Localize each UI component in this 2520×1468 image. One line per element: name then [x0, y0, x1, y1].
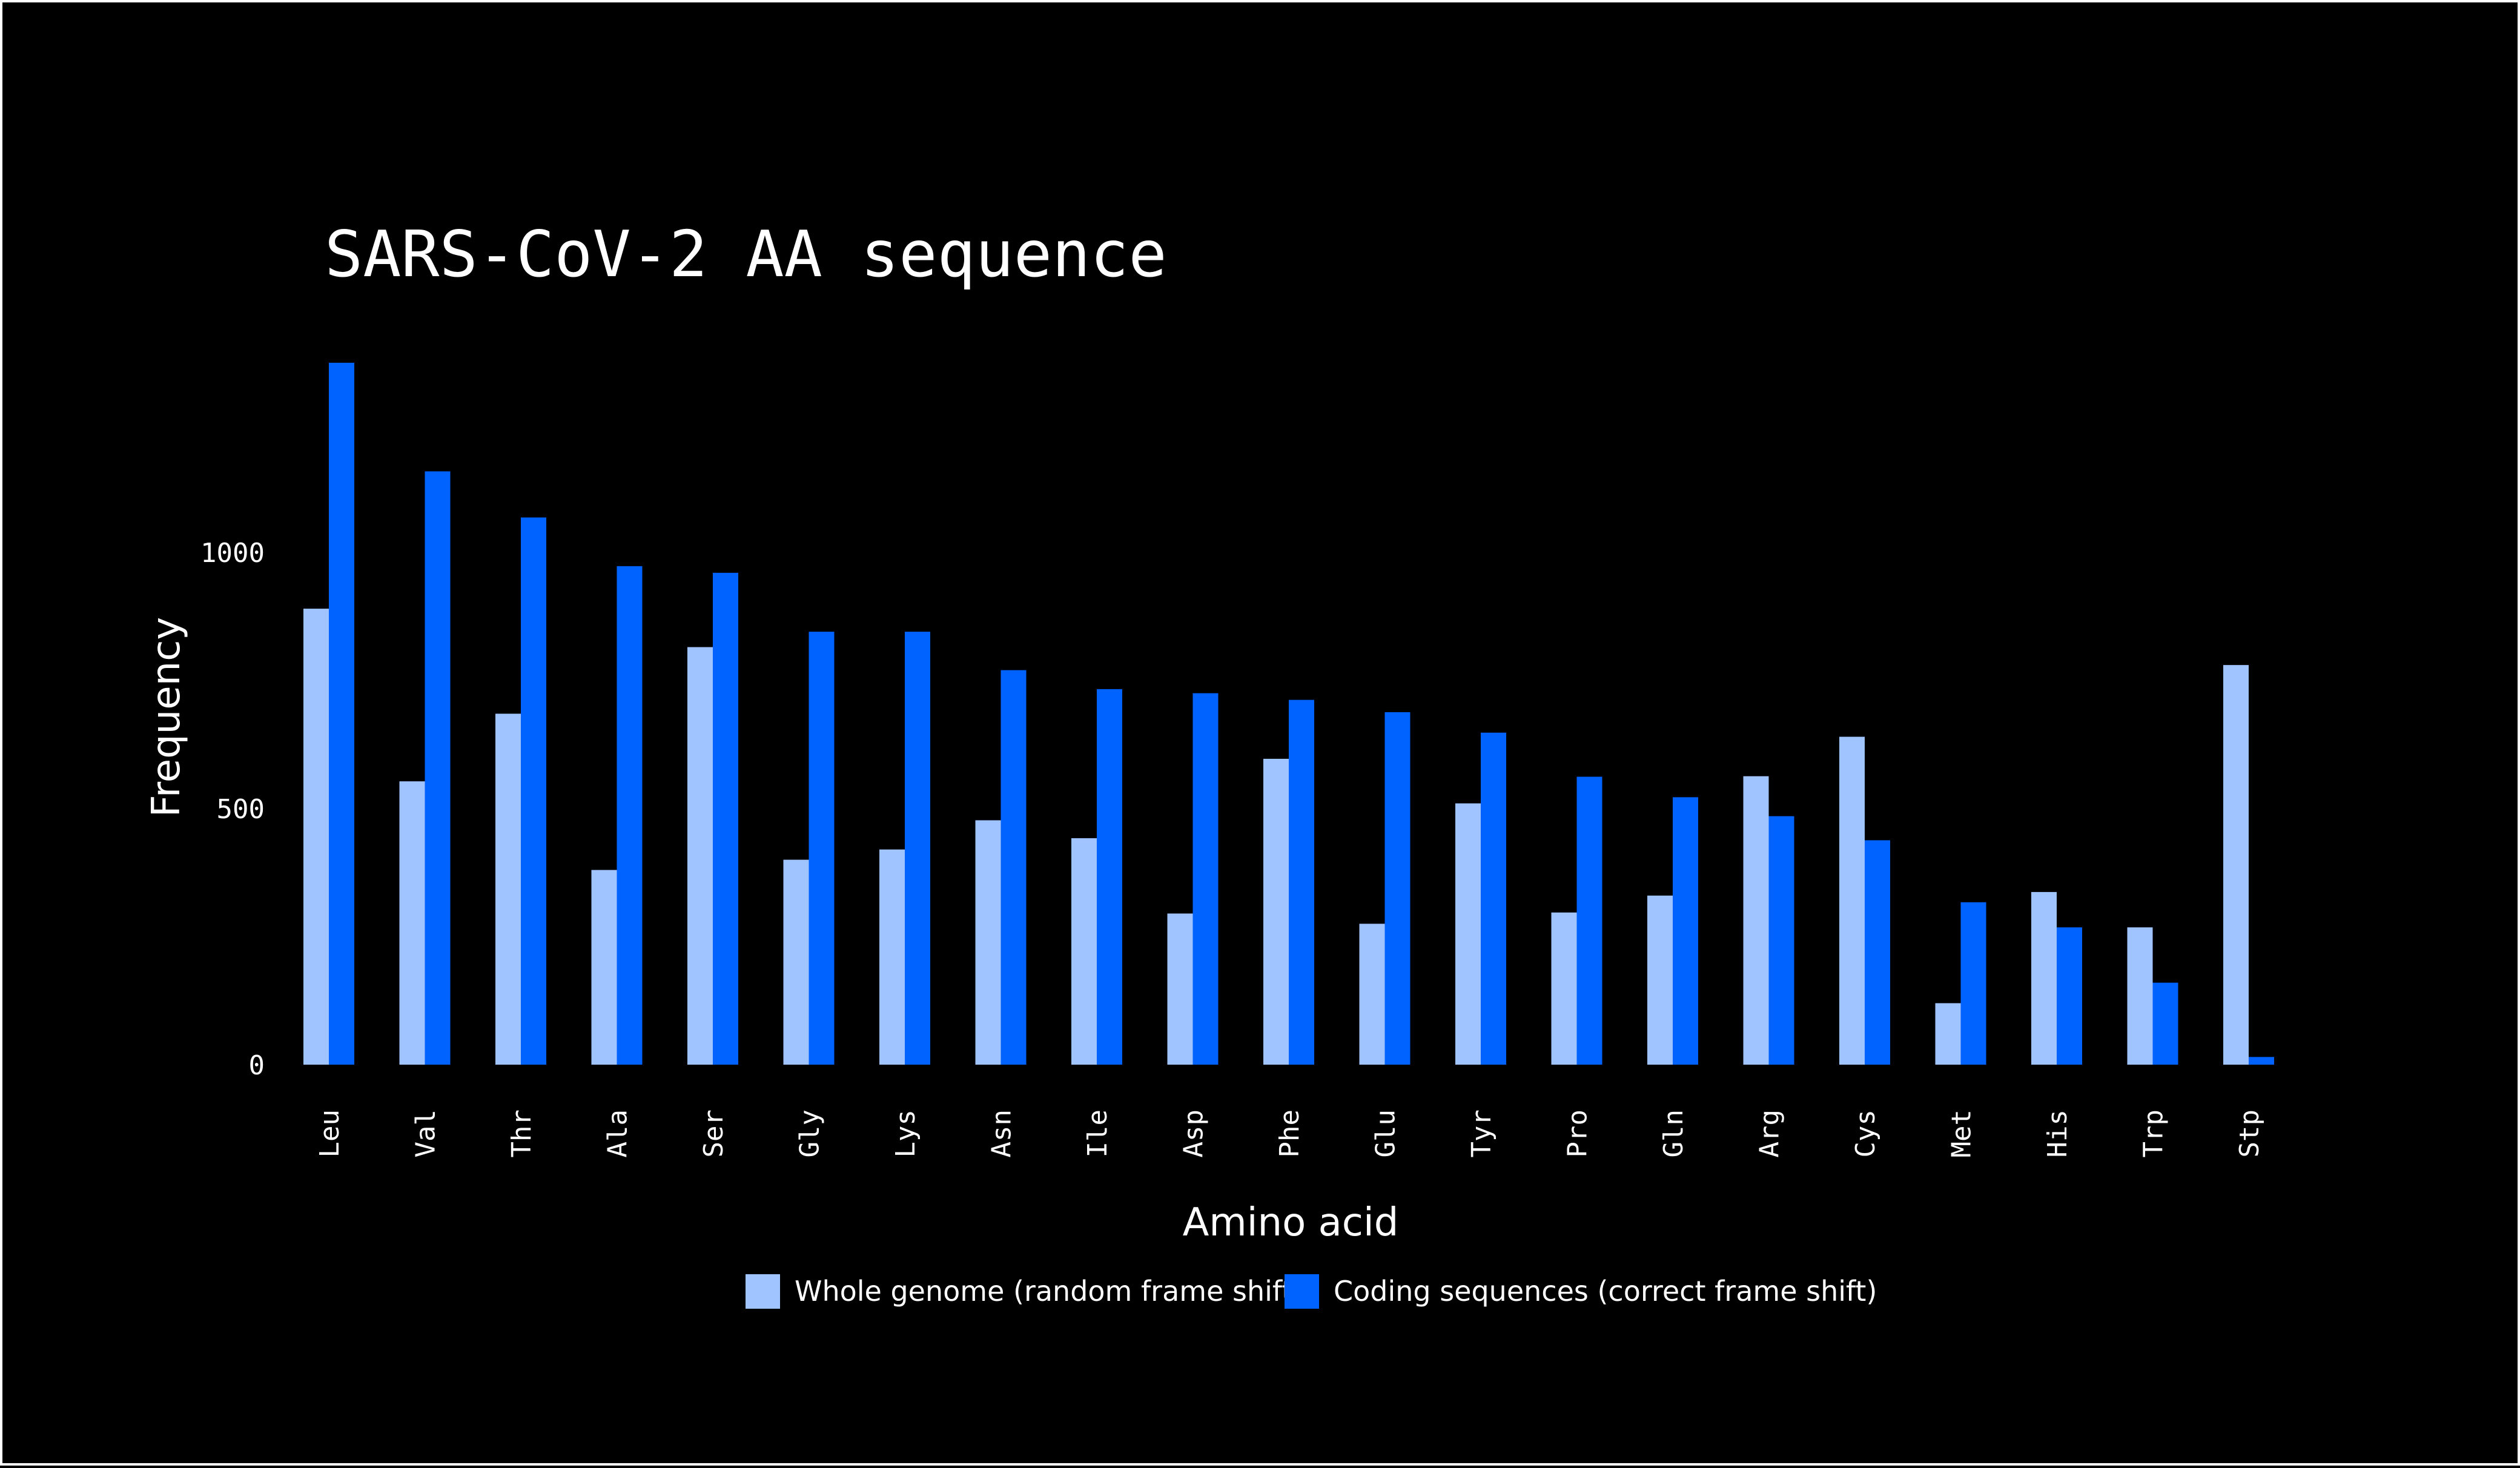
bar-cys-coding-sequences	[1865, 840, 1890, 1065]
bar-leu-whole-genome	[303, 609, 329, 1065]
bar-trp-coding-sequences	[2152, 982, 2178, 1065]
x-tick-label-lys: Lys	[890, 1109, 921, 1157]
x-tick-label-pro: Pro	[1563, 1109, 1593, 1157]
bar-glu-coding-sequences	[1384, 712, 1410, 1065]
x-tick-label-asp: Asp	[1179, 1109, 1209, 1157]
bar-asn-whole-genome	[975, 820, 1001, 1065]
legend-label-whole-genome: Whole genome (random frame shift)	[795, 1275, 1303, 1308]
bar-val-whole-genome	[399, 781, 425, 1065]
bar-tyr-whole-genome	[1455, 803, 1481, 1065]
legend: Whole genome (random frame shift) Coding…	[746, 1274, 1877, 1309]
x-tick-label-arg: Arg	[1754, 1109, 1785, 1157]
y-tick-label: 0	[249, 1050, 265, 1081]
x-tick-label-glu: Glu	[1371, 1109, 1401, 1157]
legend-swatch-coding-sequences	[1285, 1274, 1319, 1309]
x-tick-label-ala: Ala	[603, 1109, 633, 1157]
bar-pro-whole-genome	[1551, 912, 1577, 1065]
y-axis-label: Frequency	[144, 617, 189, 818]
bar-asn-coding-sequences	[1000, 670, 1027, 1065]
y-axis-ticks: 0 500 1000	[200, 538, 265, 1081]
bar-cys-whole-genome	[1839, 736, 1865, 1065]
bar-thr-whole-genome	[495, 713, 521, 1065]
x-tick-label-ile: Ile	[1082, 1109, 1113, 1157]
x-tick-label-phe: Phe	[1274, 1109, 1305, 1157]
x-tick-label-tyr: Tyr	[1466, 1109, 1497, 1157]
bar-val-coding-sequences	[425, 471, 451, 1065]
chart-title: SARS-CoV-2 AA sequence	[325, 217, 1167, 291]
bar-trp-whole-genome	[2127, 927, 2153, 1065]
bar-lys-coding-sequences	[905, 632, 930, 1065]
bar-asp-coding-sequences	[1192, 693, 1219, 1065]
bar-stp-coding-sequences	[2249, 1057, 2274, 1065]
x-tick-label-trp: Trp	[2138, 1109, 2169, 1157]
bar-ser-coding-sequences	[713, 572, 738, 1065]
y-tick-label: 500	[217, 794, 265, 825]
bar-tyr-coding-sequences	[1481, 732, 1506, 1065]
bar-ala-coding-sequences	[617, 566, 643, 1065]
bar-gln-coding-sequences	[1673, 797, 1698, 1065]
x-tick-label-ser: Ser	[698, 1109, 729, 1157]
x-tick-label-thr: Thr	[506, 1109, 537, 1157]
bars	[303, 362, 2274, 1065]
bar-pro-coding-sequences	[1576, 776, 1602, 1065]
x-tick-label-his: His	[2042, 1109, 2073, 1157]
bar-arg-coding-sequences	[1768, 816, 1794, 1065]
x-tick-label-leu: Leu	[314, 1109, 345, 1157]
bar-leu-coding-sequences	[329, 362, 354, 1065]
bar-gln-whole-genome	[1647, 895, 1673, 1065]
bar-gly-coding-sequences	[809, 632, 835, 1065]
bar-his-coding-sequences	[2057, 927, 2082, 1065]
bar-glu-whole-genome	[1359, 924, 1385, 1065]
bar-phe-whole-genome	[1263, 758, 1289, 1065]
bar-ile-whole-genome	[1071, 838, 1097, 1065]
bar-ser-whole-genome	[687, 647, 713, 1065]
bar-arg-whole-genome	[1743, 776, 1769, 1065]
x-tick-label-cys: Cys	[1850, 1109, 1881, 1157]
bar-met-coding-sequences	[1960, 902, 1986, 1065]
x-tick-label-gln: Gln	[1658, 1109, 1689, 1157]
x-tick-label-met: Met	[1946, 1109, 1977, 1157]
x-tick-label-gly: Gly	[795, 1109, 825, 1157]
bar-asp-whole-genome	[1167, 913, 1193, 1065]
x-axis-label: Amino acid	[1183, 1200, 1399, 1245]
legend-swatch-whole-genome	[746, 1274, 780, 1309]
bar-ile-coding-sequences	[1097, 689, 1122, 1065]
x-tick-label-asn: Asn	[987, 1109, 1017, 1157]
bar-phe-coding-sequences	[1289, 699, 1314, 1065]
bar-lys-whole-genome	[879, 849, 905, 1065]
bar-ala-whole-genome	[591, 870, 617, 1065]
bar-stp-whole-genome	[2223, 665, 2249, 1065]
bar-met-whole-genome	[1935, 1003, 1961, 1065]
x-tick-label-stp: Stp	[2234, 1109, 2265, 1157]
legend-label-coding-sequences: Coding sequences (correct frame shift)	[1334, 1275, 1877, 1308]
x-axis-ticks: Leu Val Thr Ala Ser Gly Lys Asn Ile Asp Phe Glu Tyr P…	[314, 1109, 2265, 1157]
bar-gly-whole-genome	[783, 859, 809, 1065]
x-tick-label-val: Val	[411, 1109, 441, 1157]
bar-his-whole-genome	[2031, 891, 2057, 1065]
bar-thr-coding-sequences	[521, 517, 546, 1065]
y-tick-label: 1000	[200, 538, 265, 569]
